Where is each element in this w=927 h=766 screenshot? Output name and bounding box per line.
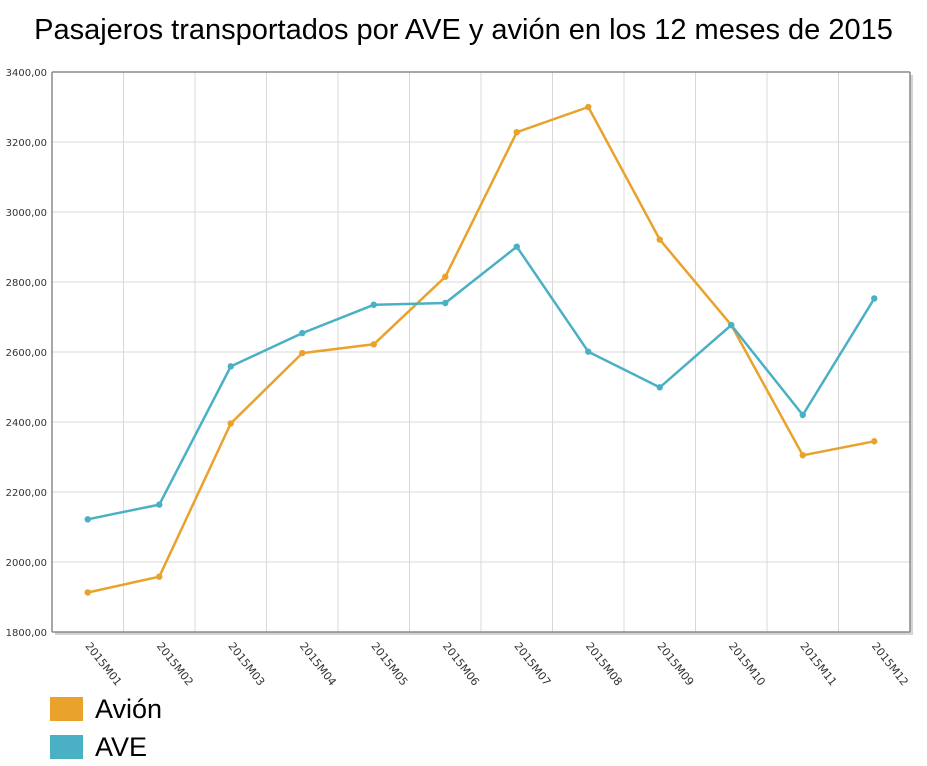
series-line-ave xyxy=(87,245,876,521)
legend-swatch xyxy=(50,735,83,759)
chart-title: Pasajeros transportados por AVE y avión … xyxy=(34,14,893,46)
data-point xyxy=(799,452,806,459)
chart-axes xyxy=(51,71,911,633)
data-point xyxy=(299,329,306,337)
y-tick-label: 2000,00 xyxy=(6,558,47,569)
y-tick-label: 2400,00 xyxy=(6,418,47,429)
series-lines xyxy=(87,105,876,594)
x-tick-label: 2015M08 xyxy=(583,640,625,689)
data-point xyxy=(370,341,377,348)
data-point xyxy=(227,363,234,370)
data-point xyxy=(513,129,520,136)
data-point xyxy=(370,301,377,308)
x-tick-label: 2015M11 xyxy=(797,640,839,689)
data-point xyxy=(656,384,663,391)
legend-swatch xyxy=(50,697,83,721)
x-tick-label: 2015M06 xyxy=(440,640,482,689)
x-tick-label: 2015M09 xyxy=(654,640,696,689)
x-tick-label: 2015M12 xyxy=(869,640,911,689)
data-point xyxy=(585,348,592,355)
legend-item: AVE xyxy=(50,728,162,766)
data-point xyxy=(871,438,878,445)
chart-legend: Avión AVE xyxy=(50,690,162,766)
x-tick-label: 2015M10 xyxy=(726,640,768,689)
data-point xyxy=(656,236,663,243)
series-points xyxy=(84,103,878,596)
data-point xyxy=(84,516,91,523)
data-point xyxy=(156,573,163,580)
data-point xyxy=(442,299,449,307)
x-tick-label: 2015M03 xyxy=(225,640,267,689)
y-axis-tick-labels: 1800,00 2000,00 2200,00 2400,00 2600,00 2800,… xyxy=(6,68,47,639)
x-tick-label: 2015M04 xyxy=(297,640,339,689)
x-tick-label: 2015M07 xyxy=(511,640,553,689)
x-tick-label: 2015M02 xyxy=(154,640,196,689)
data-point xyxy=(442,273,449,280)
x-axis-tick-labels: 2015M01 2015M02 2015M03 2015M04 2015M05 2015M… xyxy=(82,640,910,689)
legend-item: Avión xyxy=(50,690,162,728)
data-point xyxy=(84,589,91,596)
data-point xyxy=(513,243,520,250)
y-tick-label: 3200,00 xyxy=(6,138,47,149)
data-point xyxy=(871,295,878,302)
y-tick-label: 1800,00 xyxy=(6,628,47,639)
series-line-avion xyxy=(87,105,875,594)
legend-label: Avión xyxy=(95,693,163,724)
y-tick-label: 3400,00 xyxy=(6,68,47,79)
data-point xyxy=(585,103,592,111)
data-point xyxy=(227,420,234,427)
y-tick-label: 2200,00 xyxy=(6,488,47,499)
legend-label: AVE xyxy=(95,731,148,762)
plot-area-shadow xyxy=(52,72,913,635)
y-tick-label: 2800,00 xyxy=(6,278,47,289)
data-point xyxy=(799,411,806,419)
data-point xyxy=(728,321,735,329)
data-point xyxy=(156,501,163,508)
x-tick-label: 2015M05 xyxy=(368,640,410,689)
x-tick-label: 2015M01 xyxy=(82,640,124,689)
y-tick-label: 2600,00 xyxy=(6,348,47,359)
y-tick-label: 3000,00 xyxy=(6,208,47,219)
data-point xyxy=(299,349,306,357)
